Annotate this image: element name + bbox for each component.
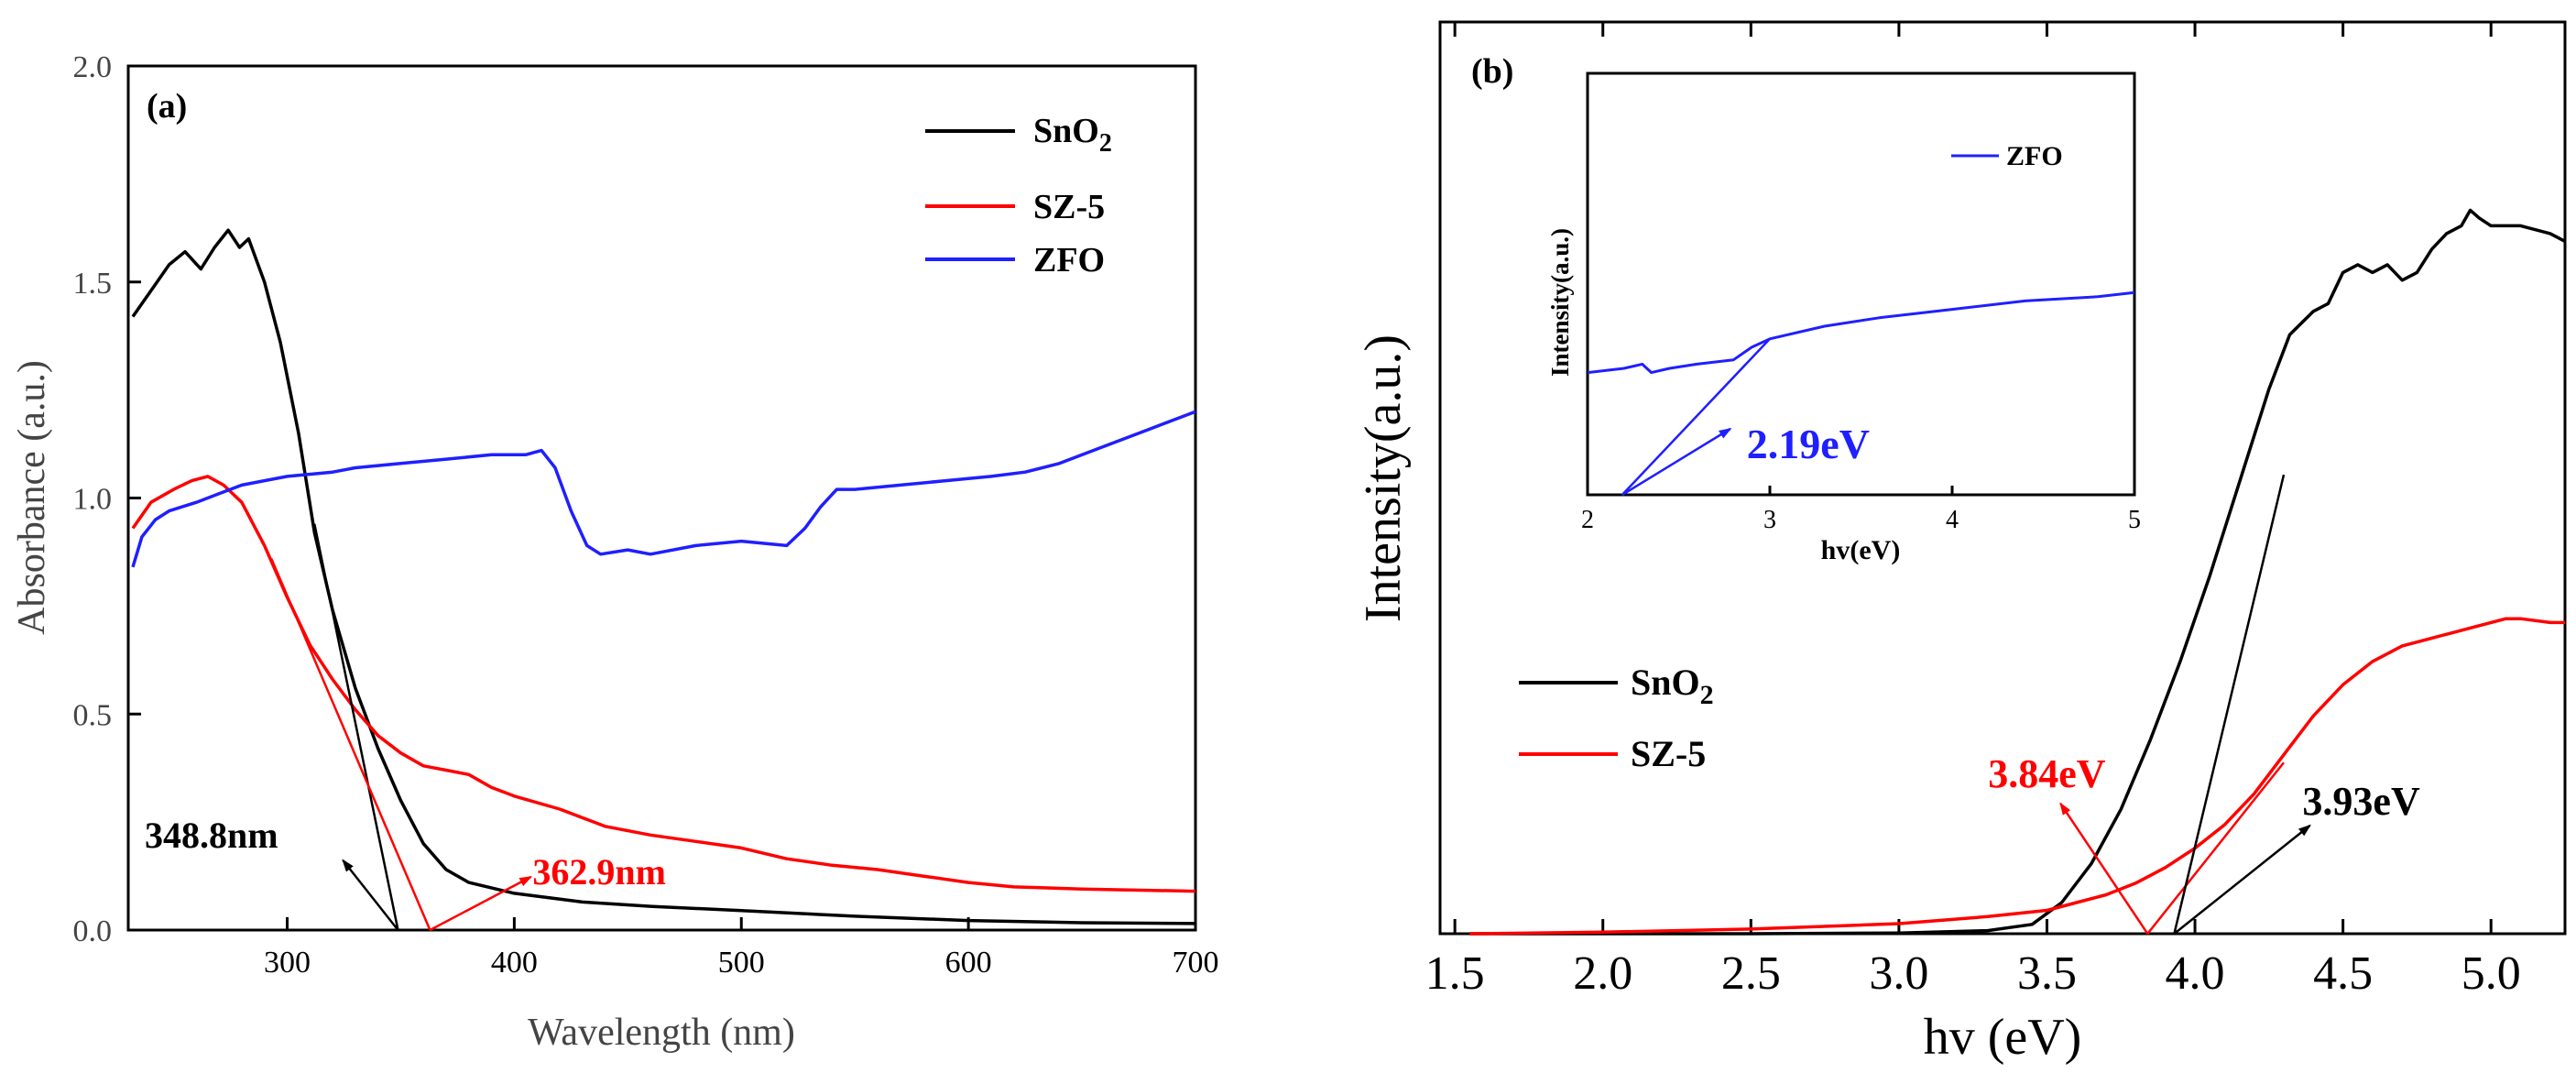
- panel-a-arrow-362-9nm: [429, 875, 533, 932]
- panel-a-annotation-348-8nm: 348.8nm: [145, 815, 278, 856]
- panel-a-ytick-label: 0.0: [73, 914, 113, 948]
- panel-a-xtick-label: 600: [945, 946, 992, 980]
- panel-b-inset: 2 3 4 5 2.19eV ZFO hv(eV) Intensity(a.u.): [1546, 71, 2141, 565]
- panel-b-xtick-label: 4.0: [2166, 947, 2225, 1000]
- inset-xtick-label: 5: [2128, 506, 2141, 534]
- legend-label-sz5: SZ-5: [1033, 188, 1105, 226]
- panel-b-xtick-label: 5.0: [2461, 947, 2521, 1000]
- inset-annotations: 2.19eV: [1621, 337, 1870, 497]
- inset-series-zfo: [1587, 290, 2135, 375]
- legend-label-sno2: SnO2: [1033, 112, 1112, 158]
- panel-a-ytick-label: 1.5: [73, 267, 113, 301]
- panel-b-series: [1469, 208, 2566, 936]
- panel-a-ytick-label: 0.5: [73, 698, 113, 732]
- panel-b-annotation-3-84ev: 3.84eV: [1988, 751, 2106, 796]
- panel-a-series-zfo: [131, 410, 1196, 568]
- inset-xtick-label: 2: [1581, 506, 1594, 534]
- panel-b-ylabel: Intensity(a.u.): [1355, 334, 1412, 622]
- panel-b-xtick-label: 2.5: [1721, 947, 1781, 1000]
- panel-b-xtick-label: 3.0: [1869, 947, 1928, 1000]
- inset-xtick-label: 4: [1946, 506, 1959, 534]
- panel-a-annotation-362-9nm: 362.9nm: [532, 851, 666, 892]
- panel-b-arrow-3-93ev: [2173, 824, 2311, 935]
- panel-b-legend: SnO2 SZ-5: [1519, 662, 1714, 774]
- panel-b-xtick-label: 3.5: [2017, 947, 2077, 1000]
- panel-a-xlabel: Wavelength (nm): [528, 1012, 795, 1054]
- inset-xlabel: hv(eV): [1821, 535, 1901, 565]
- panel-b-arrow-3-84ev: [2059, 802, 2149, 935]
- inset-ylabel: Intensity(a.u.): [1546, 228, 1574, 377]
- panel-a: 300 400 500 600 700 0.0 0.5 1.0 1.5 2.0 348.8nm 36…: [11, 50, 1219, 1054]
- inset-legend-label-zfo: ZFO: [2006, 141, 2063, 171]
- inset-tick-labels: 2 3 4 5: [1581, 506, 2141, 534]
- panel-b-annotations: 3.84eV 3.93eV: [1988, 474, 2420, 935]
- panel-b-xtick-label: 2.0: [1573, 947, 1632, 1000]
- panel-a-series-sz-5: [131, 475, 1196, 893]
- panel-b-frame: [1438, 20, 2567, 936]
- panel-a-series-sno2: [131, 228, 1196, 925]
- panel-a-xtick-label: 300: [264, 946, 311, 980]
- legend-label-sz5-b: SZ-5: [1631, 733, 1706, 774]
- panel-a-xtick-label: 700: [1173, 946, 1219, 980]
- panel-b-series-sz-5: [1469, 617, 2565, 936]
- panel-b-tangent-3-93ev: [2173, 474, 2286, 935]
- inset-series: [1587, 290, 2135, 375]
- panel-a-tangent-362-9nm: [270, 558, 431, 931]
- inset-ticks: [1586, 486, 2136, 495]
- panel-a-label: (a): [147, 87, 187, 126]
- panel-a-tick-labels: 300 400 500 600 700 0.0 0.5 1.0 1.5 2.0: [73, 50, 1219, 980]
- panel-a-arrow-348-8nm: [342, 859, 399, 931]
- inset-frame: [1586, 71, 2136, 497]
- legend-label-zfo: ZFO: [1033, 241, 1105, 279]
- panel-a-xtick-label: 500: [718, 946, 765, 980]
- panel-b-tick-labels: 1.5 2.0 2.5 3.0 3.5 4.0 4.5 5.0: [1425, 947, 2521, 1000]
- panel-a-legend: SnO2 SZ-5 ZFO: [925, 112, 1112, 279]
- panel-a-ytick-label: 2.0: [73, 50, 113, 84]
- legend-label-sno2-b: SnO2: [1631, 662, 1714, 710]
- panel-b-xtick-label: 4.5: [2313, 947, 2373, 1000]
- inset-tangent-2-19ev: [1621, 337, 1771, 496]
- panel-b-label: (b): [1471, 52, 1513, 91]
- panel-b-series-sno2: [1469, 208, 2566, 936]
- panel-b-tangent-3-84ev: [2146, 761, 2285, 935]
- inset-arrow-2-19ev: [1621, 427, 1732, 497]
- panel-b-xlabel: hv (eV): [1924, 1009, 2082, 1066]
- panel-a-series: [131, 228, 1196, 925]
- panel-a-ytick-label: 1.0: [73, 483, 113, 517]
- panel-b-annotation-3-93ev: 3.93eV: [2302, 779, 2420, 824]
- panel-b-ticks: [1453, 22, 2493, 934]
- panel-a-xtick-label: 400: [491, 946, 538, 980]
- inset-xtick-label: 3: [1763, 506, 1776, 534]
- panel-b: 1.5 2.0 2.5 3.0 3.5 4.0 4.5 5.0 3.84eV 3.93eV (b…: [1355, 20, 2567, 1066]
- inset-annotation-2-19ev: 2.19eV: [1747, 421, 1870, 467]
- panel-a-ylabel: Absorbance (a.u.): [11, 360, 53, 635]
- panel-a-tangent-348-8nm: [313, 523, 399, 931]
- panel-b-xtick-label: 1.5: [1425, 947, 1485, 1000]
- panel-a-annotations: 348.8nm 362.9nm: [145, 523, 666, 932]
